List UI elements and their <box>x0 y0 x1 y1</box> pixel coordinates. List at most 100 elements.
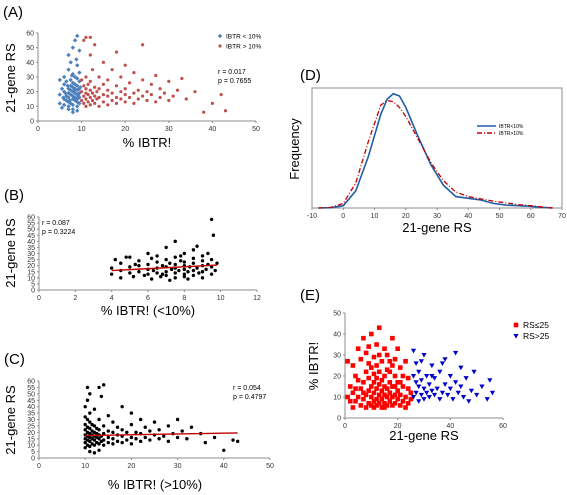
y-tick-label: 25 <box>27 423 35 430</box>
data-point <box>447 386 453 392</box>
data-point <box>70 110 76 115</box>
data-point <box>136 88 140 92</box>
data-point <box>75 76 80 81</box>
legend-marker <box>513 334 519 339</box>
data-point <box>387 390 393 396</box>
data-point <box>138 417 143 422</box>
data-point <box>164 257 168 262</box>
y-tick-label: 10 <box>27 275 35 282</box>
data-point <box>158 87 162 91</box>
x-tick-label: 50 <box>496 213 504 220</box>
data-point <box>151 268 156 273</box>
data-point <box>366 361 371 366</box>
data-point <box>395 346 400 351</box>
data-point <box>410 374 417 379</box>
data-point <box>450 397 456 402</box>
panel-letter: (A) <box>3 4 23 21</box>
data-point <box>458 384 464 390</box>
data-point <box>82 101 86 105</box>
data-point <box>374 375 379 381</box>
data-point <box>434 386 440 392</box>
data-point <box>93 101 97 105</box>
data-point <box>374 403 379 408</box>
data-point <box>437 369 443 375</box>
data-point <box>149 256 154 261</box>
x-tick-label: 60 <box>527 213 535 220</box>
data-point <box>97 437 101 441</box>
data-point <box>84 35 88 40</box>
legend-label: RS>25 <box>523 331 549 341</box>
data-point <box>149 93 153 97</box>
data-point <box>101 383 106 387</box>
data-point <box>361 335 366 341</box>
data-point <box>195 244 199 248</box>
data-point <box>487 378 493 383</box>
y-tick-label: 15 <box>27 269 35 276</box>
data-point <box>358 386 364 391</box>
data-point <box>398 380 403 385</box>
data-point <box>392 392 398 398</box>
data-point <box>442 357 448 362</box>
legend-label: RS≤25 <box>523 320 549 330</box>
data-point <box>363 369 369 375</box>
data-point <box>167 98 171 103</box>
data-point <box>86 82 90 86</box>
plot-frame <box>311 87 563 209</box>
data-point <box>180 76 184 81</box>
data-point <box>398 403 403 408</box>
data-point <box>77 101 82 106</box>
data-point <box>195 266 199 270</box>
data-point <box>387 369 393 375</box>
data-point <box>88 95 92 100</box>
x-tick-label: 0 <box>37 295 41 302</box>
data-point <box>410 395 417 400</box>
data-point <box>66 52 71 58</box>
data-point <box>82 38 86 42</box>
data-point <box>88 420 92 424</box>
x-tick-label: 40 <box>464 213 472 220</box>
data-point <box>203 440 208 445</box>
data-point <box>384 386 390 391</box>
data-points <box>109 217 219 282</box>
data-point <box>109 266 114 270</box>
data-point <box>146 262 150 267</box>
data-point <box>379 396 385 402</box>
data-point <box>124 255 128 259</box>
data-point <box>366 401 371 406</box>
data-point <box>429 388 435 394</box>
y-tick-label: 40 <box>26 60 34 67</box>
x-tick-label: -10 <box>307 213 317 220</box>
data-point <box>384 367 390 372</box>
data-point <box>92 424 97 428</box>
data-point <box>186 270 190 274</box>
data-point <box>458 365 464 371</box>
data-point <box>149 82 153 86</box>
data-point <box>123 100 127 104</box>
data-point <box>173 262 177 267</box>
x-tick-label: 10 <box>81 463 89 470</box>
y-tick-label: 50 <box>27 391 35 398</box>
y-tick-label: 50 <box>333 311 341 318</box>
y-tick-label: 50 <box>27 227 35 234</box>
data-point <box>158 95 162 100</box>
data-point <box>83 404 87 409</box>
data-point <box>447 374 453 379</box>
data-point <box>162 91 167 95</box>
data-point <box>129 422 134 427</box>
data-point <box>361 390 366 396</box>
legend-marker <box>513 322 519 328</box>
y-tick-label: 0 <box>337 416 341 423</box>
data-point <box>213 268 217 273</box>
y-tick-label: 45 <box>27 233 35 240</box>
data-point <box>77 70 82 75</box>
data-point <box>200 270 205 274</box>
data-point <box>128 265 132 269</box>
data-point <box>180 429 184 433</box>
data-point <box>191 273 196 278</box>
data-point <box>97 95 101 100</box>
data-point <box>66 67 71 72</box>
data-point <box>206 251 210 256</box>
data-point <box>152 420 157 424</box>
data-point <box>395 388 400 393</box>
data-point <box>168 261 172 265</box>
